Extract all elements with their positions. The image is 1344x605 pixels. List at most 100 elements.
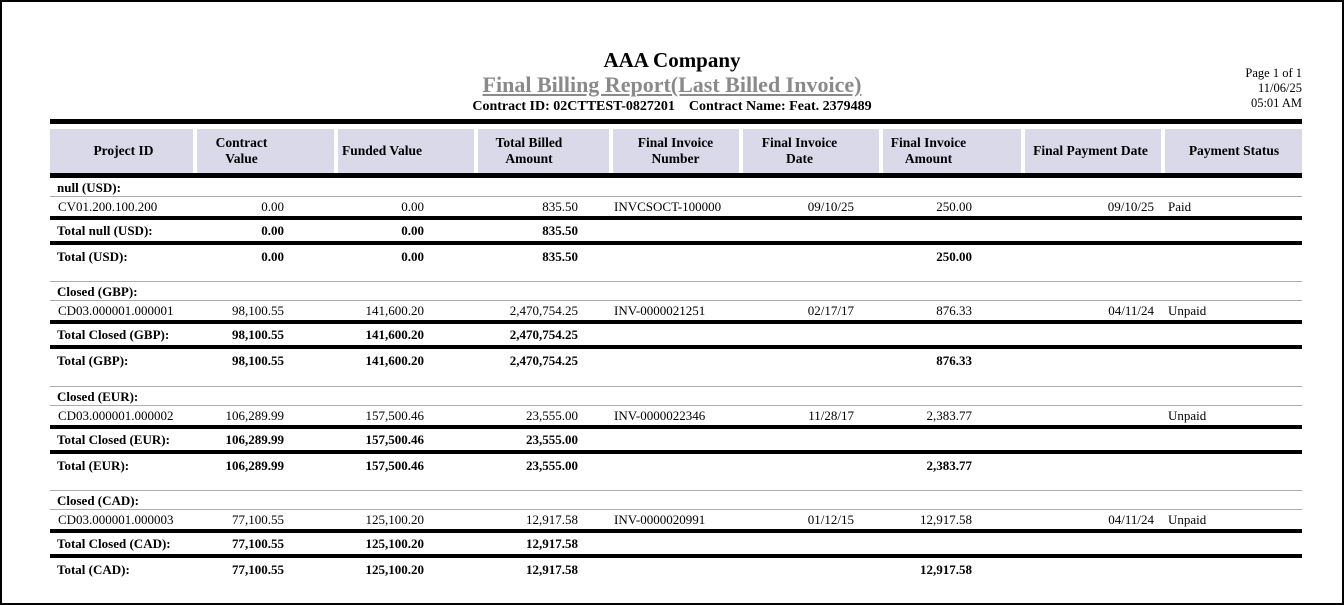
empty-cell xyxy=(1023,243,1163,268)
table-cell: 09/10/25 xyxy=(741,196,881,220)
spacer-cell xyxy=(50,477,1302,491)
currency-total-value: 98,100.55 xyxy=(232,353,284,368)
column-header: Payment Status xyxy=(1161,129,1302,178)
table-cell: Unpaid xyxy=(1163,300,1302,324)
group-label-row: null (USD): xyxy=(50,174,1302,197)
group-total-label: Total Closed (CAD): xyxy=(50,531,195,558)
group-total-value: 12,917.58 xyxy=(476,531,611,558)
empty-cell xyxy=(1163,452,1302,477)
empty-cell xyxy=(741,322,881,349)
table-cell: Unpaid xyxy=(1163,509,1302,533)
currency-total-label: Total (CAD): xyxy=(57,562,130,577)
table-cell: 12,917.58 xyxy=(881,509,1023,533)
table-cell: INV-0000022346 xyxy=(611,405,741,429)
table-body: null (USD): CV01.200.100.200 0.00 0.00 835.5… xyxy=(50,174,1302,595)
empty-cell xyxy=(611,347,741,372)
column-header: Final Invoice Date xyxy=(739,129,881,178)
currency-total-value: 125,100.20 xyxy=(365,562,425,577)
group-label: null (USD): xyxy=(50,174,1302,197)
table-cell: CD03.000001.000003 xyxy=(50,509,195,533)
empty-cell xyxy=(1163,556,1302,581)
table-row: CV01.200.100.200 0.00 0.00 835.50 INVCSOCT-1… xyxy=(50,196,1302,220)
group-total-value: 77,100.55 xyxy=(195,531,336,558)
report-table: Project ID Contract Value Funded Value Tota… xyxy=(50,129,1302,595)
table-cell: 12,917.58 xyxy=(476,509,611,533)
table-cell: 835.50 xyxy=(476,196,611,220)
column-header: Final Invoice Amount xyxy=(879,129,1023,178)
empty-cell xyxy=(611,243,741,268)
table-cell: 2,470,754.25 xyxy=(476,300,611,324)
empty-cell xyxy=(741,531,881,558)
group-total-value: 141,600.20 xyxy=(336,322,476,349)
table-cell: INV-0000021251 xyxy=(611,300,741,324)
table-cell: 09/10/25 xyxy=(1023,196,1163,220)
currency-total-row: Total (EUR): 106,289.99 157,500.46 23,555.0… xyxy=(50,452,1302,477)
table-cell: Unpaid xyxy=(1163,405,1302,429)
currency-total-row: Total (USD): 0.00 0.00 835.50 250.00 xyxy=(50,243,1302,268)
column-header: Final Payment Date xyxy=(1021,129,1163,178)
table-cell: Paid xyxy=(1163,196,1302,220)
empty-cell xyxy=(611,217,741,245)
company-name: AAA Company xyxy=(603,48,741,72)
currency-total-value: 77,100.55 xyxy=(232,562,284,577)
currency-total-invoice-amount: 250.00 xyxy=(936,248,972,264)
currency-total-value: 106,289.99 xyxy=(225,457,285,473)
group-total-value: 125,100.20 xyxy=(336,531,476,558)
group-total-value: 0.00 xyxy=(336,217,476,245)
currency-total-row: Total (CAD): 77,100.55 125,100.20 12,917.58… xyxy=(50,556,1302,581)
currency-total-value: 0.00 xyxy=(261,248,284,264)
currency-total-invoice-amount: 876.33 xyxy=(936,353,972,368)
table-cell: 157,500.46 xyxy=(336,405,476,429)
table-cell xyxy=(1023,405,1163,429)
table-cell: 876.33 xyxy=(881,300,1023,324)
table-cell: 98,100.55 xyxy=(195,300,336,324)
empty-cell xyxy=(611,531,741,558)
group-total-value: 0.00 xyxy=(195,217,336,245)
page-info: Page 1 of 1 11/06/25 05:01 AM xyxy=(1245,66,1302,111)
group-total-value: 157,500.46 xyxy=(336,426,476,454)
column-header: Total Billed Amount xyxy=(474,129,611,178)
group-total-row: Total null (USD): 0.00 0.00 835.50 xyxy=(50,217,1302,245)
table-cell: 02/17/17 xyxy=(741,300,881,324)
group-label-row: Closed (EUR): xyxy=(50,385,1302,406)
spacer-cell xyxy=(50,581,1302,595)
contract-name: Contract Name: Feat. 2379489 xyxy=(688,99,872,114)
spacer-row xyxy=(50,477,1302,491)
table-header: Project ID Contract Value Funded Value Tota… xyxy=(50,129,1302,178)
contract-info: Contract ID: 02CTTEST-0827201 Contract Na… xyxy=(2,98,1342,115)
empty-cell xyxy=(881,426,1023,454)
empty-cell xyxy=(611,452,741,477)
empty-cell xyxy=(741,556,881,581)
empty-cell xyxy=(1023,556,1163,581)
empty-cell xyxy=(1163,217,1302,245)
spacer-cell xyxy=(50,268,1302,282)
empty-cell xyxy=(611,322,741,349)
empty-cell xyxy=(741,243,881,268)
currency-total-value: 141,600.20 xyxy=(365,353,425,368)
empty-cell xyxy=(881,217,1023,245)
group-total-value: 2,470,754.25 xyxy=(476,322,611,349)
table-cell: 0.00 xyxy=(195,196,336,220)
table-cell: 04/11/24 xyxy=(1023,300,1163,324)
table-row: CD03.000001.000001 98,100.55 141,600.20 2,4… xyxy=(50,300,1302,324)
currency-total-label: Total (EUR): xyxy=(57,457,130,473)
empty-cell xyxy=(1023,426,1163,454)
empty-cell xyxy=(1163,426,1302,454)
currency-total-value: 12,917.58 xyxy=(526,562,578,577)
empty-cell xyxy=(611,556,741,581)
currency-total-value: 0.00 xyxy=(401,248,424,264)
empty-cell xyxy=(1023,452,1163,477)
report-header: AAA Company Final Billing Report(Last Bi… xyxy=(2,2,1342,115)
currency-total-label: Total (USD): xyxy=(57,248,128,264)
group-total-label: Total null (USD): xyxy=(50,217,195,245)
spacer-row xyxy=(50,372,1302,386)
currency-total-row: Total (GBP): 98,100.55 141,600.20 2,470,754… xyxy=(50,347,1302,372)
group-label: Closed (CAD): xyxy=(50,490,1302,510)
table-cell: 04/11/24 xyxy=(1023,509,1163,533)
header-row: Project ID Contract Value Funded Value Tota… xyxy=(50,129,1302,178)
table-cell: INVCSOCT-100000 xyxy=(611,196,741,220)
currency-total-label: Total (GBP): xyxy=(57,353,129,368)
group-label-row: Closed (GBP): xyxy=(50,281,1302,301)
column-header: Project ID xyxy=(50,129,195,178)
table-cell: CD03.000001.000002 xyxy=(50,405,195,429)
